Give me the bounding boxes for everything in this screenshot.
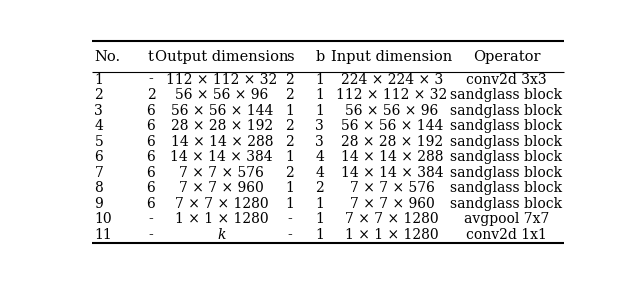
Text: Input dimension: Input dimension — [332, 50, 452, 64]
Text: -: - — [287, 228, 292, 242]
Text: 1: 1 — [285, 197, 294, 211]
Text: 3: 3 — [316, 119, 324, 133]
Text: sandglass block: sandglass block — [451, 197, 563, 211]
Text: -: - — [148, 212, 154, 226]
Text: 1: 1 — [316, 72, 324, 87]
Text: 6: 6 — [147, 197, 156, 211]
Text: 1: 1 — [316, 228, 324, 242]
Text: sandglass block: sandglass block — [451, 181, 563, 195]
Text: 7 × 7 × 1280: 7 × 7 × 1280 — [345, 212, 439, 226]
Text: 7 × 7 × 576: 7 × 7 × 576 — [179, 166, 264, 180]
Text: 4: 4 — [94, 119, 103, 133]
Text: 8: 8 — [94, 181, 103, 195]
Text: -: - — [148, 72, 154, 87]
Text: 28 × 28 × 192: 28 × 28 × 192 — [341, 135, 443, 149]
Text: 112 × 112 × 32: 112 × 112 × 32 — [337, 88, 447, 102]
Text: 2: 2 — [285, 135, 294, 149]
Text: 14 × 14 × 288: 14 × 14 × 288 — [340, 150, 444, 164]
Text: 224 × 224 × 3: 224 × 224 × 3 — [341, 72, 443, 87]
Text: 7 × 7 × 960: 7 × 7 × 960 — [179, 181, 264, 195]
Text: 10: 10 — [94, 212, 112, 226]
Text: Output dimension: Output dimension — [155, 50, 289, 64]
Text: sandglass block: sandglass block — [451, 150, 563, 164]
Text: 7 × 7 × 960: 7 × 7 × 960 — [349, 197, 435, 211]
Text: 1 × 1 × 1280: 1 × 1 × 1280 — [175, 212, 269, 226]
Text: 2: 2 — [316, 181, 324, 195]
Text: 1: 1 — [285, 150, 294, 164]
Text: b: b — [316, 50, 324, 64]
Text: k: k — [218, 228, 226, 242]
Text: 2: 2 — [285, 88, 294, 102]
Text: 28 × 28 × 192: 28 × 28 × 192 — [171, 119, 273, 133]
Text: 56 × 56 × 96: 56 × 56 × 96 — [346, 104, 438, 118]
Text: 4: 4 — [316, 150, 324, 164]
Text: 5: 5 — [94, 135, 103, 149]
Text: 1: 1 — [316, 212, 324, 226]
Text: 7 × 7 × 1280: 7 × 7 × 1280 — [175, 197, 269, 211]
Text: 2: 2 — [94, 88, 103, 102]
Text: 9: 9 — [94, 197, 103, 211]
Text: sandglass block: sandglass block — [451, 88, 563, 102]
Text: 1: 1 — [316, 88, 324, 102]
Text: 1: 1 — [316, 197, 324, 211]
Text: 7 × 7 × 576: 7 × 7 × 576 — [349, 181, 435, 195]
Text: 6: 6 — [147, 119, 156, 133]
Text: 1: 1 — [94, 72, 103, 87]
Text: 14 × 14 × 288: 14 × 14 × 288 — [170, 135, 273, 149]
Text: 3: 3 — [316, 135, 324, 149]
Text: 1: 1 — [285, 104, 294, 118]
Text: 6: 6 — [147, 135, 156, 149]
Text: Operator: Operator — [473, 50, 540, 64]
Text: 14 × 14 × 384: 14 × 14 × 384 — [340, 166, 444, 180]
Text: -: - — [148, 228, 154, 242]
Text: 6: 6 — [147, 150, 156, 164]
Text: 56 × 56 × 96: 56 × 56 × 96 — [175, 88, 268, 102]
Text: t: t — [148, 50, 154, 64]
Text: -: - — [287, 212, 292, 226]
Text: 6: 6 — [147, 166, 156, 180]
Text: 3: 3 — [94, 104, 103, 118]
Text: 1 × 1 × 1280: 1 × 1 × 1280 — [345, 228, 439, 242]
Text: 7: 7 — [94, 166, 103, 180]
Text: sandglass block: sandglass block — [451, 104, 563, 118]
Text: 1: 1 — [285, 181, 294, 195]
Text: 6: 6 — [147, 181, 156, 195]
Text: 6: 6 — [94, 150, 103, 164]
Text: sandglass block: sandglass block — [451, 135, 563, 149]
Text: 4: 4 — [316, 166, 324, 180]
Text: 56 × 56 × 144: 56 × 56 × 144 — [341, 119, 443, 133]
Text: 112 × 112 × 32: 112 × 112 × 32 — [166, 72, 277, 87]
Text: conv2d 3x3: conv2d 3x3 — [466, 72, 547, 87]
Text: sandglass block: sandglass block — [451, 119, 563, 133]
Text: 14 × 14 × 384: 14 × 14 × 384 — [170, 150, 273, 164]
Text: 2: 2 — [285, 119, 294, 133]
Text: avgpool 7x7: avgpool 7x7 — [464, 212, 549, 226]
Text: 56 × 56 × 144: 56 × 56 × 144 — [171, 104, 273, 118]
Text: 6: 6 — [147, 104, 156, 118]
Text: 2: 2 — [147, 88, 156, 102]
Text: s: s — [286, 50, 294, 64]
Text: 2: 2 — [285, 72, 294, 87]
Text: No.: No. — [94, 50, 120, 64]
Text: 2: 2 — [285, 166, 294, 180]
Text: 11: 11 — [94, 228, 112, 242]
Text: conv2d 1x1: conv2d 1x1 — [466, 228, 547, 242]
Text: 1: 1 — [316, 104, 324, 118]
Text: sandglass block: sandglass block — [451, 166, 563, 180]
